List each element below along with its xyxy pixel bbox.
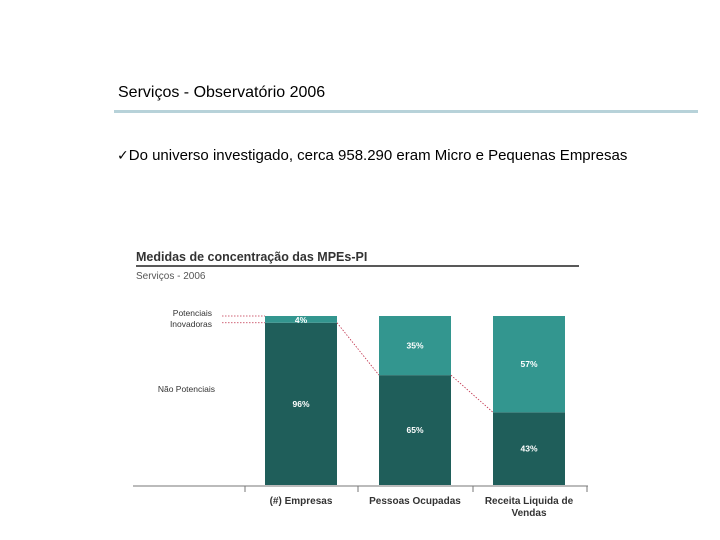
bar-segment-1-2 (493, 316, 565, 413)
bar-segment-1-0 (265, 316, 337, 323)
connector-1 (450, 374, 494, 413)
bullet-point: ✓Do universo investigado, cerca 958.290 … (117, 147, 627, 164)
category-label-2-1: Vendas (511, 508, 546, 519)
category-label-2-0: Receita Liquida de (485, 496, 574, 507)
bar-segment-1-1 (379, 316, 451, 376)
chart-title: Medidas de concentração das MPEs-PI (136, 250, 367, 264)
bar-segment-0-1 (379, 375, 451, 485)
category-label-1: Pessoas Ocupadas (369, 496, 461, 507)
bar-segment-0-2 (493, 412, 565, 485)
chart-subtitle: Serviços - 2006 (136, 271, 206, 282)
data-label-0-2: 43% (520, 444, 537, 454)
title-rule (114, 110, 698, 113)
row-label-nao-potenciais: Não Potenciais (158, 384, 215, 394)
row-label-potenciais-1: Potenciais (173, 308, 212, 318)
data-label-1-2: 57% (520, 359, 537, 369)
data-label-1-1: 35% (406, 341, 423, 351)
row-label-potenciais-2: Inovadoras (170, 319, 212, 329)
slide-title: Serviços - Observatório 2006 (118, 84, 326, 101)
bar-segment-0-0 (265, 322, 337, 485)
plot-area: 96% 4% (#) Empresas 65% 35% Pessoas Ocupadas 4… (133, 315, 588, 519)
checkmark-icon: ✓ (117, 148, 129, 164)
data-label-1-0: 4% (295, 315, 308, 325)
data-label-0-1: 65% (406, 425, 423, 435)
connector-0 (336, 322, 380, 376)
data-label-0-0: 96% (292, 399, 309, 409)
category-label-0: (#) Empresas (270, 496, 333, 507)
bullet-text: Do universo investigado, cerca 958.290 e… (128, 147, 628, 164)
